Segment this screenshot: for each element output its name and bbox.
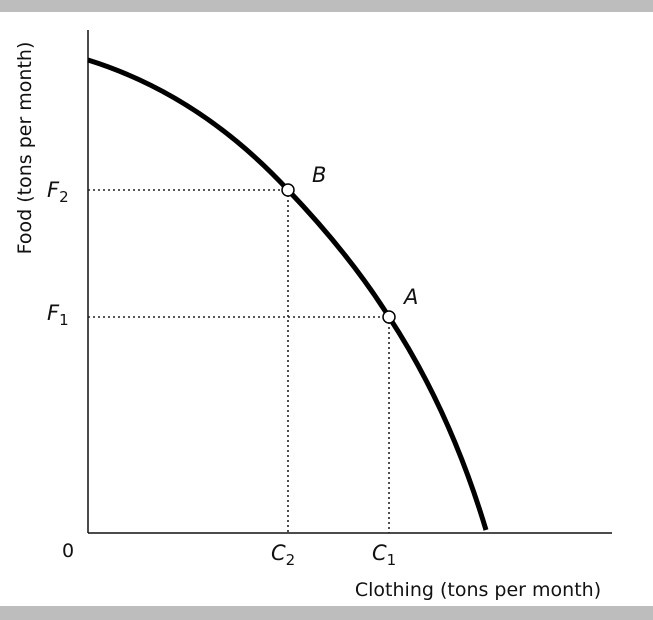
clothing-level: C2 xyxy=(271,541,295,569)
symbol: F xyxy=(47,301,60,325)
symbol: C xyxy=(271,541,286,565)
point-marker xyxy=(382,310,396,324)
subscript: 1 xyxy=(59,311,69,329)
subscript: 2 xyxy=(286,551,296,569)
x-axis-title: Clothing (tons per month) xyxy=(355,579,601,601)
clothing-level: C1 xyxy=(372,541,396,569)
bottom-bar xyxy=(0,606,653,620)
food-level: F1 xyxy=(47,301,69,329)
subscript: 2 xyxy=(59,188,69,206)
food-level: F2 xyxy=(47,178,69,206)
symbol: C xyxy=(372,541,387,565)
y-axis-title: Food (tons per month) xyxy=(14,42,36,255)
top-bar xyxy=(0,0,653,12)
point-marker xyxy=(281,183,295,197)
point-label: B xyxy=(312,163,326,187)
origin-label: 0 xyxy=(62,540,74,562)
point-label: A xyxy=(402,285,418,309)
symbol: F xyxy=(47,178,60,202)
ppf-curve xyxy=(87,57,489,531)
subscript: 1 xyxy=(387,551,397,569)
